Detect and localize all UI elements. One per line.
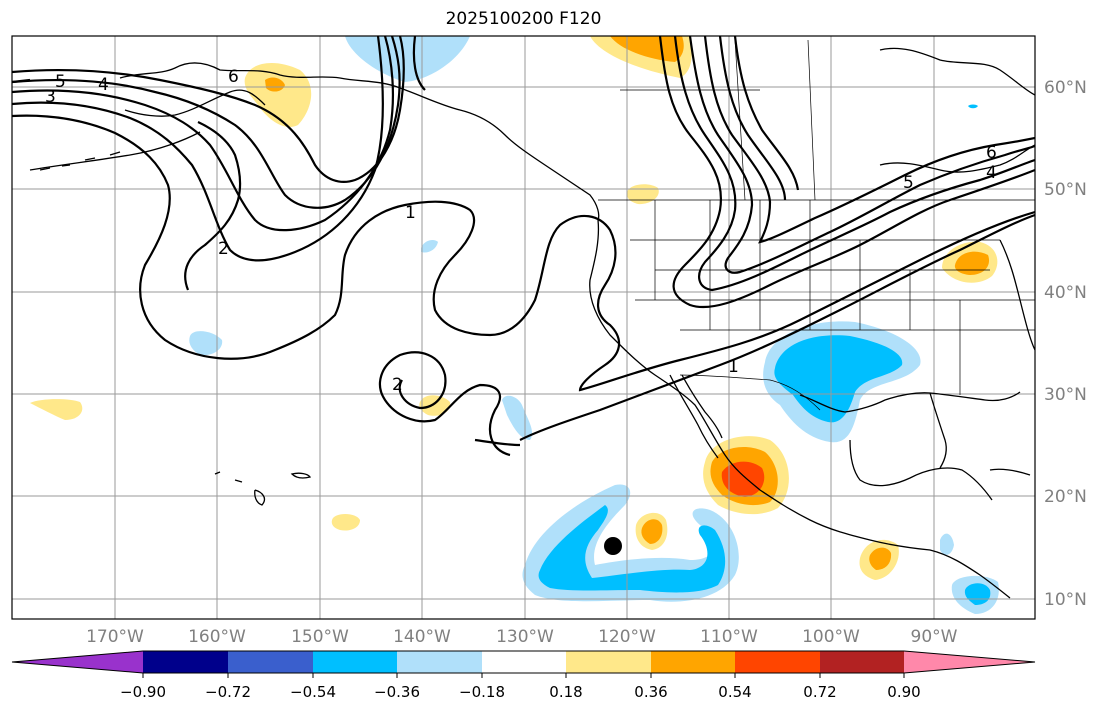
lon-label: 130°W	[496, 627, 554, 647]
map-background	[12, 36, 1035, 619]
lat-label: 60°N	[1044, 78, 1087, 98]
map-frame	[11, 35, 1036, 620]
lon-label: 150°W	[291, 627, 349, 647]
contour-label: 2	[218, 239, 229, 259]
colorbar-tick-label: −0.72	[205, 683, 251, 701]
colorbar-segment	[313, 651, 397, 673]
map-title: 2025100200 F120	[445, 9, 602, 29]
colorbar-extend-min	[12, 651, 143, 673]
lon-label: 110°W	[700, 627, 758, 647]
colorbar-tick-label: 0.54	[718, 683, 751, 701]
colorbar-segment	[820, 651, 904, 673]
lat-label: 10°N	[1044, 590, 1087, 610]
lon-label: 160°W	[188, 627, 246, 647]
contour-label: 5	[55, 72, 66, 92]
colorbar-tick-label: −0.18	[459, 683, 505, 701]
contour-lines	[12, 36, 1035, 457]
colorbar-segment	[228, 651, 313, 673]
colorbar-tick-label: −0.90	[120, 683, 166, 701]
contour-label: 1	[405, 203, 416, 223]
map-gridlines	[12, 36, 1035, 619]
colorbar-tick-label: −0.36	[374, 683, 420, 701]
colorbar-segment	[566, 651, 651, 673]
contour-labels: 5 4 3 6 1 2 2 6 5 4 1	[45, 67, 997, 395]
lon-label: 170°W	[86, 627, 144, 647]
colorbar-segment	[397, 651, 482, 673]
colorbar-ticks	[142, 673, 905, 678]
lat-label: 30°N	[1044, 385, 1087, 405]
colorbar-extend-max	[904, 651, 1035, 673]
contour-label: 3	[45, 87, 56, 107]
colorbar-segment	[651, 651, 735, 673]
shaded-anomaly-fields	[30, 36, 999, 614]
contour-label: 5	[903, 173, 914, 193]
contour-label: 1	[728, 357, 739, 377]
colorbar-tick-label: 0.36	[634, 683, 667, 701]
colorbar-tick-label: 0.72	[803, 683, 836, 701]
colorbar-segment	[735, 651, 820, 673]
colorbar-tick-label: 0.18	[549, 683, 582, 701]
lon-label: 100°W	[802, 627, 860, 647]
contour-label: 2	[392, 375, 403, 395]
longitude-labels: 170°W 160°W 150°W 140°W 130°W 120°W 110°…	[86, 627, 958, 647]
latitude-labels: 60°N 50°N 40°N 30°N 20°N 10°N	[1044, 78, 1087, 610]
lon-label: 140°W	[393, 627, 451, 647]
lat-label: 40°N	[1044, 283, 1087, 303]
contour-label: 4	[986, 163, 997, 183]
lat-label: 50°N	[1044, 180, 1087, 200]
colorbar-segment	[143, 651, 228, 673]
contour-label: 6	[986, 143, 997, 163]
lat-label: 20°N	[1044, 487, 1087, 507]
colorbar-segment	[482, 651, 566, 673]
colorbar-tick-label: 0.90	[887, 683, 920, 701]
colorbar: −0.90 −0.72 −0.54 −0.36 −0.18 0.18 0.36 …	[11, 650, 1036, 701]
lon-label: 120°W	[598, 627, 656, 647]
colorbar-tick-label: −0.54	[290, 683, 336, 701]
contour-label: 6	[228, 67, 239, 87]
contour-label: 4	[98, 75, 109, 95]
lon-label: 90°W	[911, 627, 958, 647]
storm-center-marker	[604, 537, 622, 555]
